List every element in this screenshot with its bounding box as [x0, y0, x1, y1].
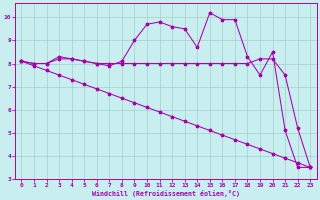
X-axis label: Windchill (Refroidissement éolien,°C): Windchill (Refroidissement éolien,°C): [92, 190, 240, 197]
